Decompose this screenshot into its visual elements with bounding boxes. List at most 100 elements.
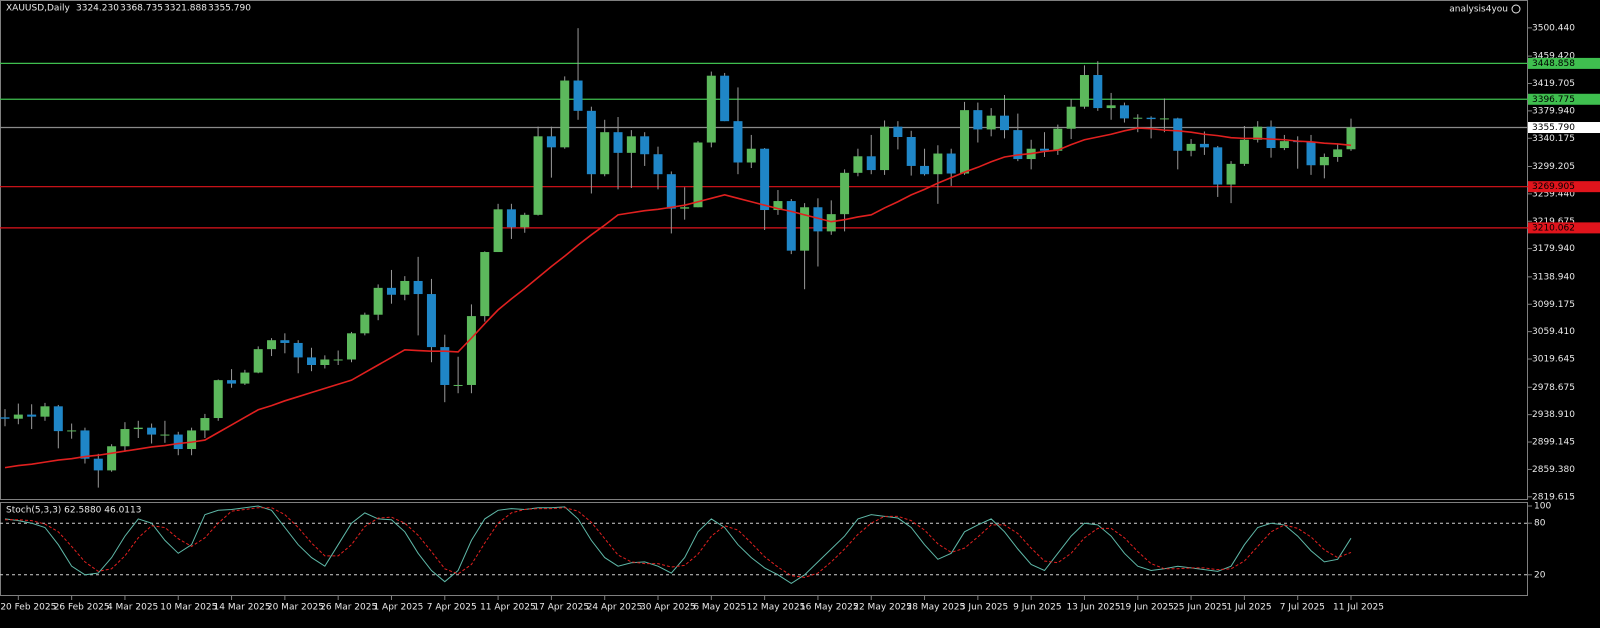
y-tick-label: 3259.440: [1532, 189, 1575, 199]
candle-body: [107, 446, 117, 471]
x-tick-label: 7 Jul 2025: [1280, 603, 1325, 613]
candle-body: [1346, 127, 1356, 150]
candle-body: [1053, 128, 1063, 151]
ohlc-label: 3324.230: [76, 4, 119, 14]
candle-body: [320, 359, 330, 365]
candle-body: [1186, 143, 1196, 151]
candle-body: [826, 214, 836, 232]
candle-body: [160, 434, 170, 436]
candle-body: [440, 347, 450, 385]
x-tick-label: 13 Jun 2025: [1066, 603, 1120, 613]
x-tick-label: 22 May 2025: [853, 603, 912, 613]
candle-body: [333, 359, 343, 361]
y-tick-label: 2819.615: [1532, 492, 1575, 502]
x-tick-label: 10 Mar 2025: [160, 603, 217, 613]
x-tick-label: 30 Apr 2025: [640, 603, 696, 613]
x-tick-label: 3 Jun 2025: [960, 603, 1008, 613]
ohlc-label: 3321.888: [164, 4, 207, 14]
x-tick-label: 11 Jul 2025: [1333, 603, 1384, 613]
candle-body: [67, 430, 77, 432]
level-tag: [1528, 93, 1600, 105]
stoch-line: [4, 505, 1352, 584]
candle-body: [973, 110, 983, 130]
x-tick-label: 20 Feb 2025: [0, 603, 56, 613]
y-tick-label: 100: [1534, 502, 1551, 512]
candle-body: [1159, 118, 1169, 120]
candle-body: [280, 340, 290, 343]
candle-body: [240, 372, 250, 384]
candle-body: [373, 287, 383, 315]
candle-body: [746, 148, 756, 163]
candle-body: [1319, 156, 1329, 166]
x-tick-label: 9 Jun 2025: [1013, 603, 1061, 613]
candle-body: [1039, 148, 1049, 151]
x-tick-label: 24 Apr 2025: [587, 603, 643, 613]
watermark: analysis4you: [1449, 5, 1508, 15]
level-label: 3210.062: [1532, 223, 1575, 233]
candle-body: [1306, 141, 1316, 166]
y-tick-label: 3459.420: [1532, 52, 1575, 62]
y-tick-label: 3419.705: [1532, 79, 1575, 89]
x-tick-label: 7 Apr 2025: [427, 603, 477, 613]
candle-body: [866, 156, 876, 171]
candle-body: [0, 417, 10, 419]
y-tick-label: 2938.910: [1532, 410, 1575, 420]
y-tick-label: 2978.675: [1532, 383, 1575, 393]
chart-title: XAUUSD,Daily: [6, 4, 70, 14]
candle-body: [1333, 149, 1343, 157]
y-tick-label: 3219.675: [1532, 217, 1575, 227]
candle-body: [53, 406, 63, 432]
candle-body: [293, 342, 303, 358]
candle-body: [906, 137, 916, 166]
candle-body: [253, 349, 263, 373]
x-tick-label: 14 Mar 2025: [214, 603, 271, 613]
candle-body: [480, 252, 490, 317]
level-label: 3355.790: [1532, 123, 1575, 133]
x-tick-label: 1 Apr 2025: [373, 603, 423, 613]
x-tick-label: 6 May 2025: [693, 603, 746, 613]
candle-body: [13, 414, 23, 419]
candle-body: [1239, 139, 1249, 164]
candle-body: [453, 384, 463, 386]
level-label: 3448.858: [1532, 59, 1575, 69]
candle-body: [680, 207, 690, 209]
moving-average: [4, 127, 1352, 469]
candle-body: [386, 287, 396, 295]
x-tick-label: 12 May 2025: [747, 603, 806, 613]
ohlc-label: 3368.735: [120, 4, 163, 14]
y-tick-label: 2899.145: [1532, 438, 1575, 448]
candle-body: [666, 174, 676, 209]
x-tick-label: 28 May 2025: [907, 603, 966, 613]
candle-body: [27, 414, 37, 417]
candle-body: [573, 80, 583, 111]
candle-body: [840, 172, 850, 215]
main-frame: [0, 0, 1528, 500]
candle-body: [1226, 163, 1236, 185]
level-tag: [1528, 181, 1600, 193]
x-tick-label: 11 Apr 2025: [480, 603, 536, 613]
level-label: 3269.905: [1532, 182, 1575, 192]
indicator-title: Stoch(5,3,3) 62.5880 46.0113: [6, 506, 141, 516]
candle-body: [400, 280, 410, 295]
candle-body: [800, 207, 810, 251]
candle-body: [93, 458, 103, 471]
x-tick-label: 26 Feb 2025: [54, 603, 110, 613]
candle-body: [1119, 105, 1129, 119]
candle-body: [147, 427, 157, 435]
candle-body: [1173, 118, 1183, 151]
candle-body: [813, 207, 823, 232]
level-tag: [1528, 122, 1600, 134]
candle-body: [267, 340, 277, 350]
x-tick-label: 19 Jun 2025: [1120, 603, 1174, 613]
y-tick-label: 3299.205: [1532, 162, 1575, 172]
candle-body: [173, 434, 183, 450]
x-tick-label: 17 Apr 2025: [533, 603, 589, 613]
candle-body: [733, 121, 743, 163]
candle-body: [80, 430, 90, 459]
y-tick-label: 3379.940: [1532, 106, 1575, 116]
x-tick-label: 16 May 2025: [800, 603, 859, 613]
candle-body: [120, 429, 130, 447]
candle-body: [946, 153, 956, 174]
x-tick-label: 25 Jun 2025: [1173, 603, 1227, 613]
